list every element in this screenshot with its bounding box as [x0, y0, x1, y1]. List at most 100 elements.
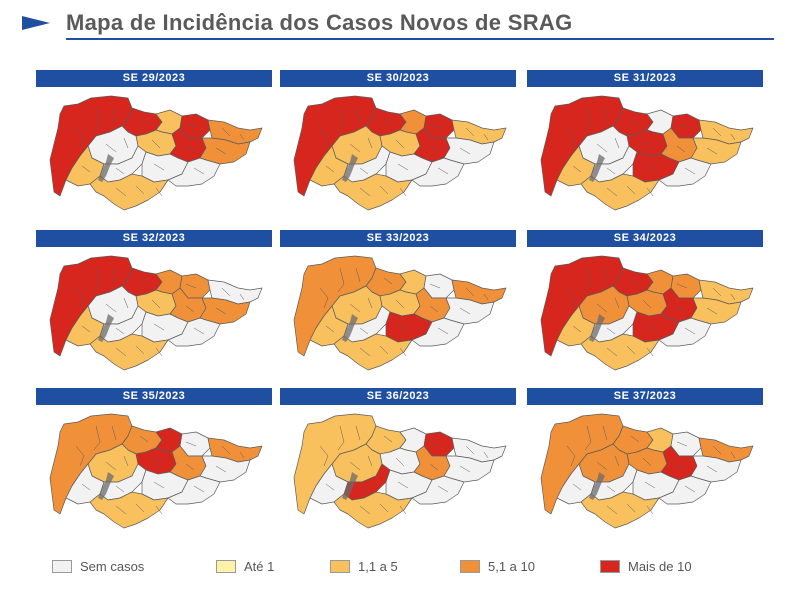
- municipality-border: [367, 455, 373, 467]
- title-underline: [66, 38, 774, 40]
- municipality-border: [367, 297, 373, 309]
- municipality-border: [630, 277, 640, 285]
- map-detail-strip: [342, 314, 358, 342]
- municipality-border: [139, 117, 149, 125]
- municipality-border: [572, 483, 582, 491]
- municipality-border: [596, 143, 608, 153]
- municipality-border: [606, 187, 618, 197]
- municipality-border: [602, 425, 608, 441]
- municipality-border: [730, 451, 736, 459]
- municipality-border: [379, 503, 389, 513]
- municipality-border: [185, 145, 195, 153]
- map-region: [199, 297, 251, 325]
- municipality-border: [151, 139, 161, 149]
- municipality-border: [676, 305, 686, 313]
- municipality-border: [566, 445, 576, 467]
- municipality-border: [359, 505, 371, 515]
- municipality-border: [185, 441, 197, 447]
- map-panel: SE 36/2023: [280, 388, 516, 538]
- municipality-border: [395, 299, 405, 309]
- municipality-border: [359, 485, 369, 493]
- municipality-border: [572, 325, 582, 333]
- municipality-border: [437, 167, 449, 175]
- map-detail-strip: [98, 472, 114, 500]
- municipality-border: [319, 287, 329, 309]
- municipality-border: [319, 445, 329, 467]
- municipality-border: [712, 445, 722, 455]
- municipality-border: [584, 425, 592, 451]
- municipality-border: [437, 485, 449, 493]
- municipality-border: [111, 267, 117, 283]
- municipality-border: [221, 445, 231, 455]
- municipality-border: [355, 267, 361, 283]
- legend-label: 1,1 a 5: [358, 559, 398, 574]
- map-detail-strip: [589, 472, 605, 500]
- map-week-label: SE 33/2023: [280, 230, 516, 247]
- municipality-border: [676, 283, 688, 289]
- municipality-border: [397, 163, 409, 171]
- municipality-border: [383, 277, 393, 285]
- municipality-border: [626, 345, 636, 355]
- municipality-border: [239, 293, 245, 301]
- municipality-border: [642, 299, 652, 309]
- municipality-border: [706, 147, 718, 155]
- municipality-border: [81, 483, 91, 491]
- municipality-border: [379, 345, 389, 355]
- legend-label: 5,1 a 10: [488, 559, 535, 574]
- map-region: [658, 157, 712, 187]
- municipality-border: [459, 307, 471, 315]
- map-week-label: SE 34/2023: [527, 230, 763, 247]
- municipality-border: [395, 457, 405, 467]
- municipality-border: [429, 145, 439, 153]
- municipality-border: [367, 137, 373, 149]
- map-region: [698, 119, 754, 145]
- municipality-border: [646, 187, 654, 197]
- municipality-border: [602, 107, 608, 123]
- municipality-border: [644, 481, 656, 489]
- municipality-border: [602, 267, 608, 283]
- municipality-border: [596, 303, 608, 313]
- municipality-border: [572, 165, 582, 173]
- municipality-border: [706, 307, 718, 315]
- municipality-border: [712, 287, 722, 297]
- municipality-border: [646, 505, 654, 515]
- municipality-border: [644, 323, 656, 331]
- municipality-border: [359, 167, 369, 175]
- legend-label: Mais de 10: [628, 559, 692, 574]
- municipality-border: [93, 107, 101, 133]
- municipality-border: [676, 123, 688, 129]
- municipality-border: [153, 481, 165, 489]
- map-region: [443, 137, 495, 165]
- map-panel: SE 33/2023: [280, 230, 516, 380]
- municipality-border: [399, 187, 407, 197]
- state-map: [293, 255, 507, 371]
- municipality-border: [459, 465, 471, 473]
- map-region: [333, 491, 413, 529]
- map-region: [698, 437, 754, 463]
- map-detail-strip: [342, 472, 358, 500]
- map-panel: SE 35/2023: [36, 388, 272, 538]
- municipality-border: [115, 327, 125, 335]
- municipality-border: [606, 167, 616, 175]
- map-region: [658, 475, 712, 505]
- state-map: [540, 413, 754, 529]
- municipality-border: [379, 185, 389, 195]
- map-region: [443, 297, 495, 325]
- map-panel: SE 29/2023: [36, 70, 272, 220]
- municipality-border: [111, 425, 117, 441]
- map-region: [167, 157, 221, 187]
- state-map: [540, 95, 754, 211]
- municipality-border: [123, 137, 129, 149]
- municipality-border: [193, 167, 205, 175]
- municipality-border: [395, 139, 405, 149]
- map-region: [451, 119, 507, 145]
- map-region: [690, 297, 742, 325]
- municipality-border: [429, 305, 439, 313]
- municipality-border: [483, 293, 489, 301]
- map-region: [411, 157, 465, 187]
- municipality-border: [684, 167, 696, 175]
- municipality-border: [75, 445, 85, 467]
- map-region: [89, 173, 169, 211]
- municipality-border: [397, 481, 409, 489]
- municipality-border: [642, 457, 652, 467]
